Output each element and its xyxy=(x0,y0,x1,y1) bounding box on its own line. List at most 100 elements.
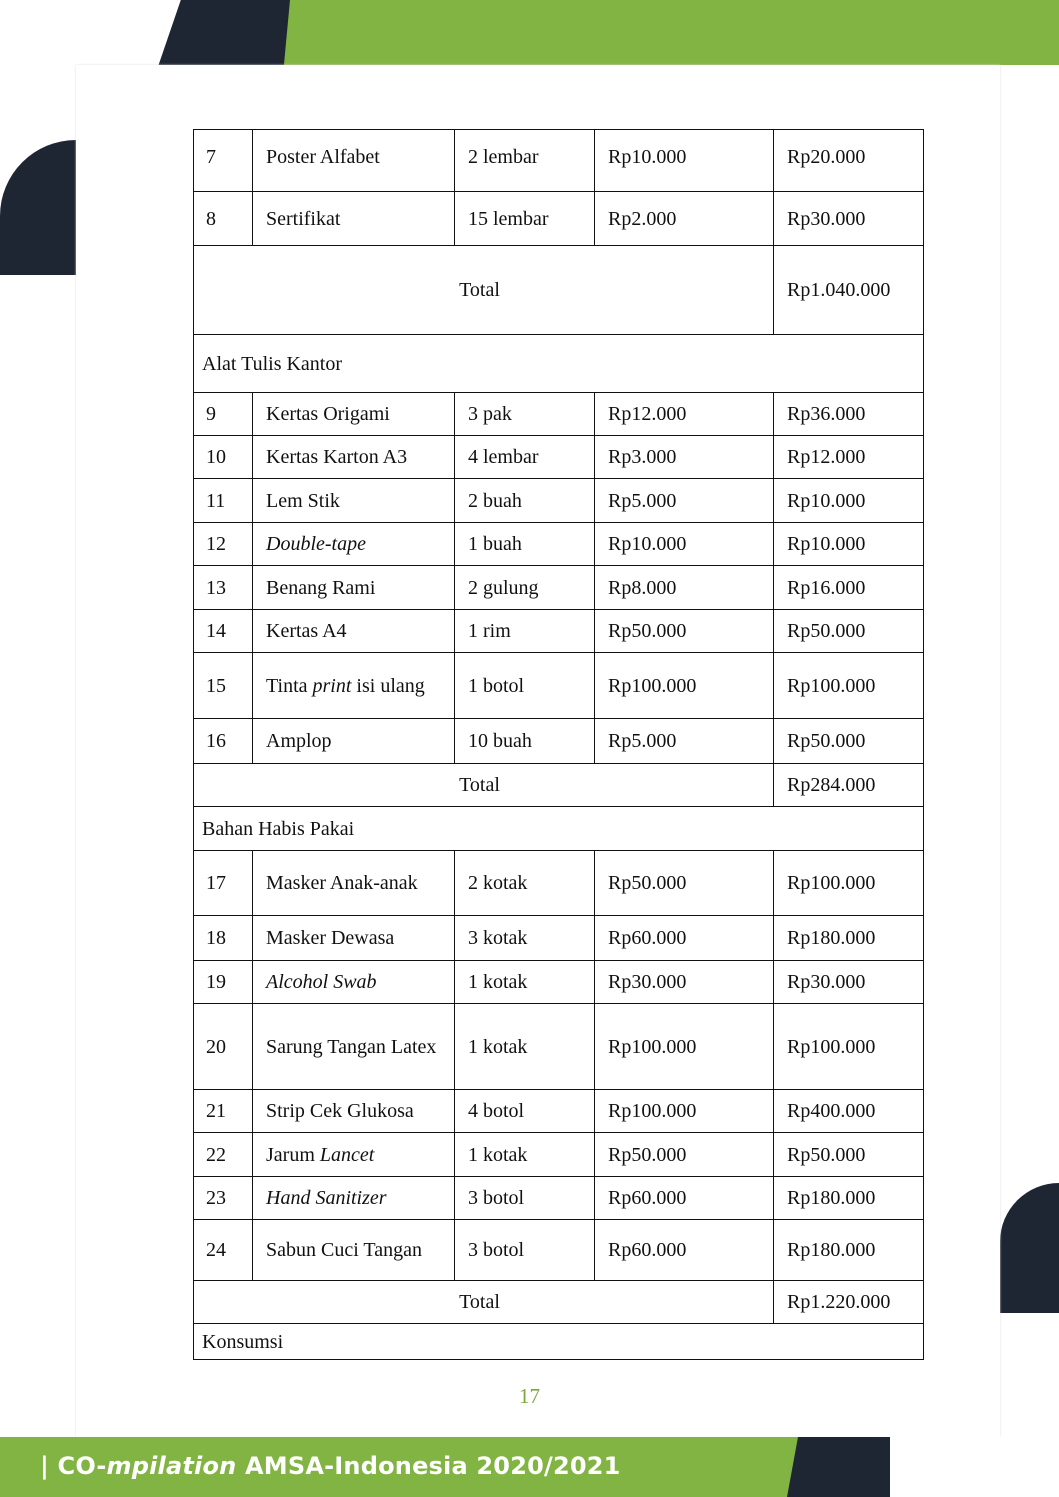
item-name: Alcohol Swab xyxy=(252,960,455,1004)
item-number: 7 xyxy=(193,129,253,192)
right-navy-shape xyxy=(1000,1183,1059,1313)
footer-navy-shape xyxy=(787,1437,897,1497)
item-name-part: Lancet xyxy=(319,1143,375,1166)
item-name-part: Masker Anak-anak xyxy=(266,872,418,894)
table-row: 17 Masker Anak-anak 2 kotak Rp50.000 Rp100.0… xyxy=(193,850,924,916)
table-row: 22 Jarum Lancet 1 kotak Rp50.000 Rp50.000 xyxy=(193,1132,924,1177)
total-value: Rp284.000 xyxy=(773,763,924,807)
item-total: Rp36.000 xyxy=(773,392,924,436)
item-number: 21 xyxy=(193,1089,253,1133)
section-row: Alat Tulis Kantor xyxy=(193,334,924,393)
item-name-part: Strip Cek Glukosa xyxy=(266,1100,414,1122)
total-row: Total Rp1.220.000 xyxy=(193,1280,924,1324)
item-name-part: isi ulang xyxy=(351,674,425,697)
item-quantity: 2 buah xyxy=(454,478,595,523)
item-unit-price: Rp100.000 xyxy=(594,1003,774,1090)
table-row: 15 Tinta print isi ulang 1 botol Rp100.000 R… xyxy=(193,652,924,719)
table-row: 23 Hand Sanitizer 3 botol Rp60.000 Rp180.000 xyxy=(193,1176,924,1220)
item-unit-price: Rp5.000 xyxy=(594,718,774,764)
item-name-part: Tinta xyxy=(266,674,313,697)
item-name: Jarum Lancet xyxy=(252,1132,455,1177)
section-label: Konsumsi xyxy=(193,1323,924,1360)
table-row: 21 Strip Cek Glukosa 4 botol Rp100.000 Rp400… xyxy=(193,1089,924,1133)
item-number: 24 xyxy=(193,1219,253,1281)
section-label: Alat Tulis Kantor xyxy=(193,334,924,393)
budget-table: 7 Poster Alfabet 2 lembar Rp10.000 Rp20.000 8… xyxy=(193,129,924,1360)
item-number: 22 xyxy=(193,1132,253,1177)
left-navy-shape xyxy=(0,140,76,275)
item-number: 17 xyxy=(193,850,253,916)
table-row: 11 Lem Stik 2 buah Rp5.000 Rp10.000 xyxy=(193,478,924,523)
section-row: Bahan Habis Pakai xyxy=(193,806,924,851)
item-quantity: 3 kotak xyxy=(454,915,595,961)
item-total: Rp30.000 xyxy=(773,191,924,246)
item-unit-price: Rp100.000 xyxy=(594,1089,774,1133)
item-total: Rp20.000 xyxy=(773,129,924,192)
total-label: Total xyxy=(193,763,774,807)
item-total: Rp180.000 xyxy=(773,1176,924,1220)
item-name: Tinta print isi ulang xyxy=(252,652,455,719)
header-green-band xyxy=(250,0,1059,65)
table-row: 12 Double-tape 1 buah Rp10.000 Rp10.000 xyxy=(193,522,924,566)
table-row: 9 Kertas Origami 3 pak Rp12.000 Rp36.000 xyxy=(193,392,924,436)
table-row: 13 Benang Rami 2 gulung Rp8.000 Rp16.000 xyxy=(193,565,924,610)
item-quantity: 1 kotak xyxy=(454,1132,595,1177)
item-total: Rp100.000 xyxy=(773,652,924,719)
item-name: Masker Anak-anak xyxy=(252,850,455,916)
item-name-part: Kertas Karton A3 xyxy=(266,446,408,468)
table-row: 16 Amplop 10 buah Rp5.000 Rp50.000 xyxy=(193,718,924,764)
table-row: 19 Alcohol Swab 1 kotak Rp30.000 Rp30.000 xyxy=(193,960,924,1004)
item-name: Sarung Tangan Latex xyxy=(252,1003,455,1090)
item-quantity: 1 rim xyxy=(454,609,595,653)
item-quantity: 2 lembar xyxy=(454,129,595,192)
item-name-part: Double-tape xyxy=(266,533,366,555)
item-name: Sabun Cuci Tangan xyxy=(252,1219,455,1281)
item-name: Strip Cek Glukosa xyxy=(252,1089,455,1133)
table-row: 24 Sabun Cuci Tangan 3 botol Rp60.000 Rp180.… xyxy=(193,1219,924,1281)
item-total: Rp180.000 xyxy=(773,1219,924,1281)
item-unit-price: Rp60.000 xyxy=(594,915,774,961)
item-name-part: Sertifikat xyxy=(266,208,341,230)
item-name: Kertas A4 xyxy=(252,609,455,653)
item-total: Rp10.000 xyxy=(773,522,924,566)
item-name-part: Amplop xyxy=(266,730,332,752)
item-total: Rp16.000 xyxy=(773,565,924,610)
item-unit-price: Rp8.000 xyxy=(594,565,774,610)
total-value: Rp1.040.000 xyxy=(773,245,924,335)
item-unit-price: Rp60.000 xyxy=(594,1219,774,1281)
item-unit-price: Rp12.000 xyxy=(594,392,774,436)
item-unit-price: Rp2.000 xyxy=(594,191,774,246)
item-quantity: 1 botol xyxy=(454,652,595,719)
item-quantity: 4 botol xyxy=(454,1089,595,1133)
footer-white-area xyxy=(890,1437,1059,1497)
item-unit-price: Rp30.000 xyxy=(594,960,774,1004)
item-unit-price: Rp60.000 xyxy=(594,1176,774,1220)
item-name-part: Benang Rami xyxy=(266,576,376,599)
item-name-part: Jarum xyxy=(266,1143,320,1166)
footer-title: | CO-mpilation AMSA-Indonesia 2020/2021 xyxy=(40,1452,621,1480)
item-quantity: 3 botol xyxy=(454,1176,595,1220)
item-total: Rp400.000 xyxy=(773,1089,924,1133)
item-quantity: 2 kotak xyxy=(454,850,595,916)
item-quantity: 1 buah xyxy=(454,522,595,566)
item-quantity: 1 kotak xyxy=(454,1003,595,1090)
item-unit-price: Rp50.000 xyxy=(594,1132,774,1177)
item-number: 18 xyxy=(193,915,253,961)
item-number: 20 xyxy=(193,1003,253,1090)
item-name-part: Kertas A4 xyxy=(266,620,347,642)
item-total: Rp50.000 xyxy=(773,609,924,653)
table-row: 20 Sarung Tangan Latex 1 kotak Rp100.000 Rp1… xyxy=(193,1003,924,1090)
table-row: 14 Kertas A4 1 rim Rp50.000 Rp50.000 xyxy=(193,609,924,653)
page-number: 17 xyxy=(519,1384,540,1408)
item-name: Hand Sanitizer xyxy=(252,1176,455,1220)
total-value: Rp1.220.000 xyxy=(773,1280,924,1324)
item-number: 14 xyxy=(193,609,253,653)
item-unit-price: Rp5.000 xyxy=(594,478,774,523)
item-name-part: Poster Alfabet xyxy=(266,146,380,168)
item-unit-price: Rp50.000 xyxy=(594,850,774,916)
item-number: 10 xyxy=(193,435,253,479)
item-number: 15 xyxy=(193,652,253,719)
total-row: Total Rp284.000 xyxy=(193,763,924,807)
item-number: 23 xyxy=(193,1176,253,1220)
item-name: Amplop xyxy=(252,718,455,764)
